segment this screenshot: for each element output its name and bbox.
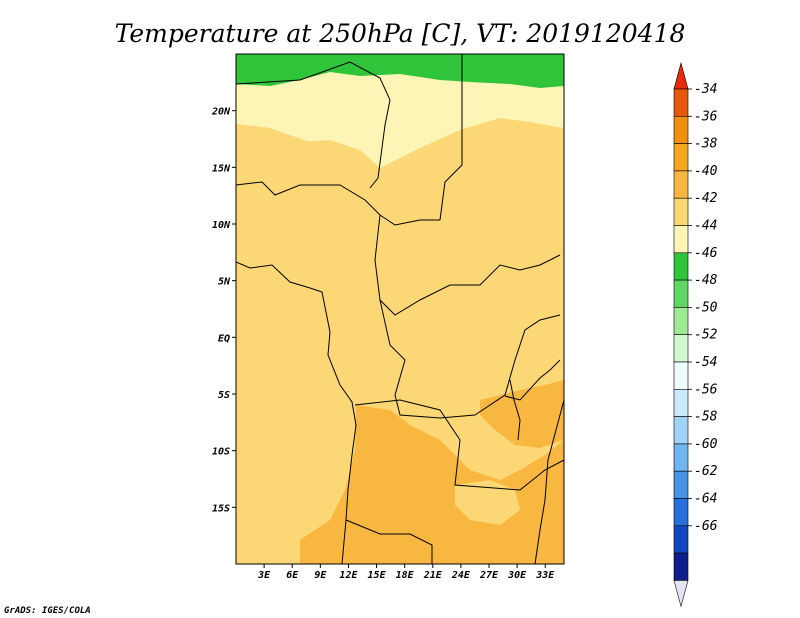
colorbar-swatch — [673, 443, 689, 472]
colorbar-label: -64 — [694, 492, 717, 507]
colorbar-label: -42 — [694, 191, 718, 206]
northern-border-line — [236, 61, 391, 189]
colorbar-label: -54 — [694, 355, 717, 370]
lake-great-rift — [509, 379, 521, 441]
lat-tick-label: 5S — [218, 390, 230, 401]
colorbar-swatch — [673, 470, 689, 499]
colorbar-swatch — [673, 88, 689, 117]
colorbar-swatch — [673, 307, 689, 335]
lat-tick-label: 10N — [212, 220, 231, 231]
lon-tick-label: 15E — [368, 570, 387, 581]
colorbar-swatch — [673, 552, 689, 581]
colorbar-swatch — [673, 416, 689, 445]
colorbar-swatch — [673, 252, 689, 281]
lon-tick-label: 24E — [451, 570, 471, 581]
lat-tick-label: 15S — [212, 503, 230, 514]
colorbar-label: -40 — [694, 164, 718, 179]
colorbar-swatch — [673, 197, 689, 226]
colorbar-swatch — [673, 225, 689, 254]
colorbar-label: -50 — [694, 300, 718, 315]
temp-region-minus38-east — [480, 380, 564, 448]
lat-tick-label: 5N — [218, 277, 231, 288]
southern-border-line — [354, 399, 564, 491]
colorbar-swatch — [673, 143, 689, 172]
congo-border-line — [379, 299, 561, 419]
lon-tick-label: 21E — [423, 570, 443, 581]
credit-label: GrADS: IGES/COLA — [4, 606, 91, 616]
colorbar-label: -66 — [694, 519, 718, 534]
central-border-line — [374, 214, 561, 316]
colorbar-label: -36 — [694, 109, 718, 124]
colorbar-bottom-arrow — [673, 580, 689, 608]
colorbar-swatch — [673, 170, 689, 199]
colorbar-label: -38 — [694, 137, 718, 152]
lon-tick-label: 33E — [535, 570, 555, 581]
colorbar-swatch — [673, 498, 689, 527]
map-panel: 3E 6E 9E 12E 15E 18E 21E 24E 27E 30E 33E 20N 15N 10N… — [211, 53, 565, 581]
colorbar-swatch — [673, 388, 689, 417]
colorbar: -34 -36 -38 -40 -42 -44 -46 -48 -50 -52 -54 -56 -58 -… — [673, 61, 718, 608]
east-african-coastline — [534, 399, 564, 564]
east-border-line — [504, 359, 561, 401]
colorbar-label: -58 — [694, 410, 718, 425]
colorbar-label: -56 — [694, 382, 718, 397]
temp-region-minus44 — [236, 54, 564, 88]
colorbar-swatch — [673, 334, 689, 363]
sahel-border-line — [236, 181, 440, 226]
nile-border-north — [439, 54, 463, 221]
temp-region-minus40-pocket — [455, 480, 520, 525]
colorbar-top-arrow — [673, 61, 689, 90]
lat-tick-label: 10S — [212, 447, 230, 458]
map-title: Temperature at 250hPa [C], VT: 201912041… — [115, 19, 686, 48]
lat-tick-label: EQ — [218, 333, 230, 344]
coastlines-and-borders — [236, 54, 564, 564]
south-west-border — [345, 519, 433, 564]
west-african-coastline — [236, 261, 357, 564]
colorbar-label: -60 — [694, 437, 718, 452]
colorbar-label: -52 — [694, 328, 718, 343]
colorbar-label: -48 — [694, 273, 718, 288]
longitude-axis: 3E 6E 9E 12E 15E 18E 21E 24E 27E 30E 33E — [257, 564, 555, 581]
colorbar-label: -34 — [694, 82, 717, 97]
lon-tick-label: 12E — [339, 570, 358, 581]
lon-tick-label: 3E — [257, 570, 271, 581]
colorbar-label: -46 — [694, 246, 718, 261]
lon-tick-label: 9E — [314, 570, 327, 581]
lon-tick-label: 6E — [286, 570, 299, 581]
lon-tick-label: 27E — [479, 570, 499, 581]
lat-tick-label: 15N — [212, 163, 231, 174]
lon-tick-label: 18E — [396, 570, 415, 581]
lon-tick-label: 30E — [507, 570, 527, 581]
colorbar-swatch — [673, 279, 689, 308]
colorbar-label: -62 — [694, 464, 718, 479]
map-frame — [235, 53, 565, 565]
colorbar-swatch — [673, 116, 689, 144]
lat-tick-label: 20N — [211, 107, 231, 118]
temp-region-minus40-north — [236, 124, 380, 180]
colorbar-label: -44 — [694, 219, 717, 234]
colorbar-swatch — [673, 361, 689, 390]
colorbar-swatch — [673, 525, 689, 554]
latitude-axis: 20N 15N 10N 5N EQ 5S 10S 15S — [211, 107, 236, 514]
